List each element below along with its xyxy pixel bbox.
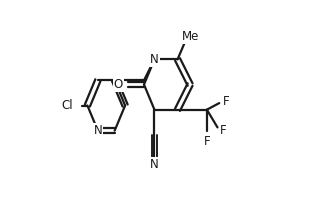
Text: O: O [114,78,123,91]
Text: Cl: Cl [61,99,73,112]
Text: N: N [150,53,159,66]
Text: F: F [222,95,229,108]
Text: N: N [94,124,102,137]
Text: N: N [150,158,159,171]
Text: F: F [219,124,226,137]
Text: F: F [204,135,210,148]
Text: Me: Me [181,30,199,43]
